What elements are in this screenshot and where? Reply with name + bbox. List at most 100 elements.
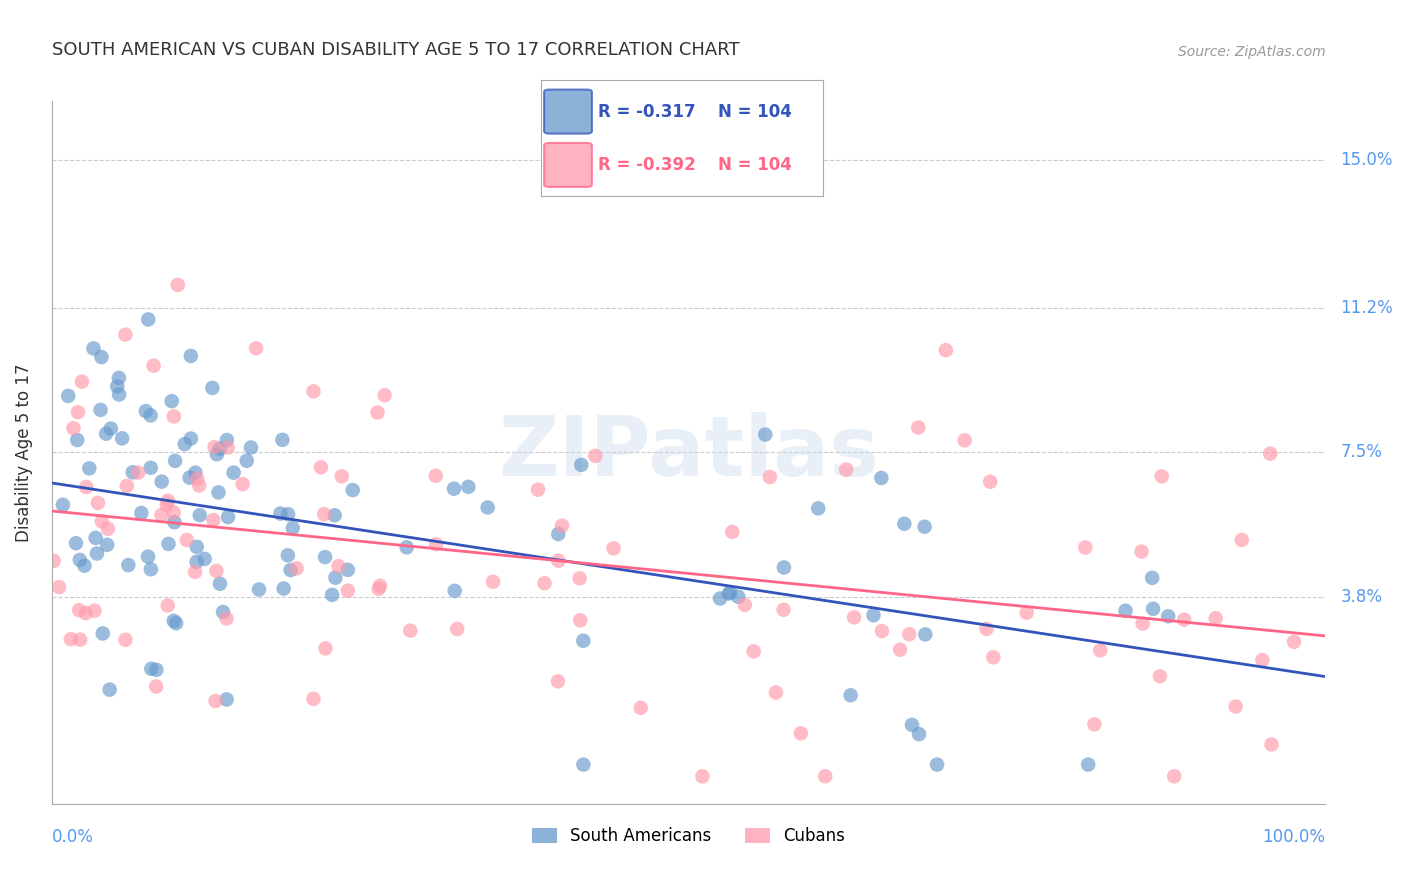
Point [184, 565, 207, 579]
Point [336, 563, 359, 577]
Point [870, 624, 893, 638]
Point [893, 516, 915, 531]
Point [602, 541, 624, 556]
Point [173, 437, 195, 451]
Point [482, 574, 505, 589]
Point [914, 627, 936, 641]
Point [309, 460, 332, 475]
Point [157, 537, 180, 551]
Point [718, 585, 741, 599]
Point [1205, 611, 1227, 625]
Point [443, 583, 465, 598]
Point [73, 558, 96, 573]
Point [207, 485, 229, 500]
Point [136, 312, 159, 326]
Point [188, 508, 211, 523]
Point [42, 554, 65, 568]
Point [131, 506, 153, 520]
Point [180, 432, 202, 446]
Point [186, 540, 208, 554]
Point [692, 769, 714, 783]
Point [572, 757, 595, 772]
Point [84, 531, 107, 545]
Legend: South Americans, Cubans: South Americans, Cubans [526, 820, 852, 852]
Point [108, 387, 131, 401]
Point [204, 440, 226, 454]
Point [127, 466, 149, 480]
Point [239, 441, 262, 455]
Point [163, 614, 186, 628]
Text: 11.2%: 11.2% [1340, 299, 1393, 317]
Point [569, 613, 592, 627]
Point [807, 501, 830, 516]
Y-axis label: Disability Age 5 to 17: Disability Age 5 to 17 [15, 363, 32, 541]
Point [727, 590, 749, 604]
Point [325, 571, 347, 585]
Point [336, 583, 359, 598]
Point [1150, 469, 1173, 483]
Point [139, 409, 162, 423]
Point [156, 498, 179, 512]
Point [457, 480, 479, 494]
Point [1074, 541, 1097, 555]
Point [117, 558, 139, 573]
Point [75, 480, 97, 494]
Point [717, 586, 740, 600]
Point [734, 598, 756, 612]
Point [69, 632, 91, 647]
Point [569, 458, 592, 472]
Point [90, 514, 112, 528]
Point [156, 599, 179, 613]
Point [568, 571, 591, 585]
Point [446, 622, 468, 636]
Point [302, 691, 325, 706]
Point [1258, 447, 1281, 461]
Point [1173, 613, 1195, 627]
Point [342, 483, 364, 497]
Point [179, 470, 201, 484]
Point [194, 552, 217, 566]
Point [94, 426, 117, 441]
Point [1163, 769, 1185, 783]
Point [1251, 653, 1274, 667]
Point [425, 537, 447, 551]
Point [583, 449, 606, 463]
Point [87, 496, 110, 510]
Point [273, 582, 295, 596]
Point [1115, 604, 1137, 618]
Point [70, 375, 93, 389]
Point [188, 478, 211, 492]
Point [898, 627, 921, 641]
Point [302, 384, 325, 399]
Point [443, 482, 465, 496]
Point [979, 475, 1001, 489]
Point [165, 454, 187, 468]
Point [754, 427, 776, 442]
Point [145, 663, 167, 677]
Point [150, 508, 173, 522]
Point [212, 605, 235, 619]
Point [208, 576, 231, 591]
Point [98, 682, 121, 697]
Point [66, 433, 89, 447]
Point [547, 527, 569, 541]
Point [914, 520, 936, 534]
Point [108, 371, 131, 385]
Point [97, 522, 120, 536]
Point [374, 388, 396, 402]
Point [314, 550, 336, 565]
Point [163, 409, 186, 424]
Point [1230, 533, 1253, 547]
Point [184, 466, 207, 480]
Point [367, 582, 389, 596]
Text: N = 104: N = 104 [718, 156, 793, 174]
Point [145, 680, 167, 694]
Point [111, 431, 134, 445]
Point [773, 560, 796, 574]
Text: ZIPatlas: ZIPatlas [498, 412, 879, 492]
Text: 0.0%: 0.0% [52, 828, 94, 847]
Point [366, 405, 388, 419]
Point [139, 562, 162, 576]
Point [96, 538, 118, 552]
Point [870, 471, 893, 485]
